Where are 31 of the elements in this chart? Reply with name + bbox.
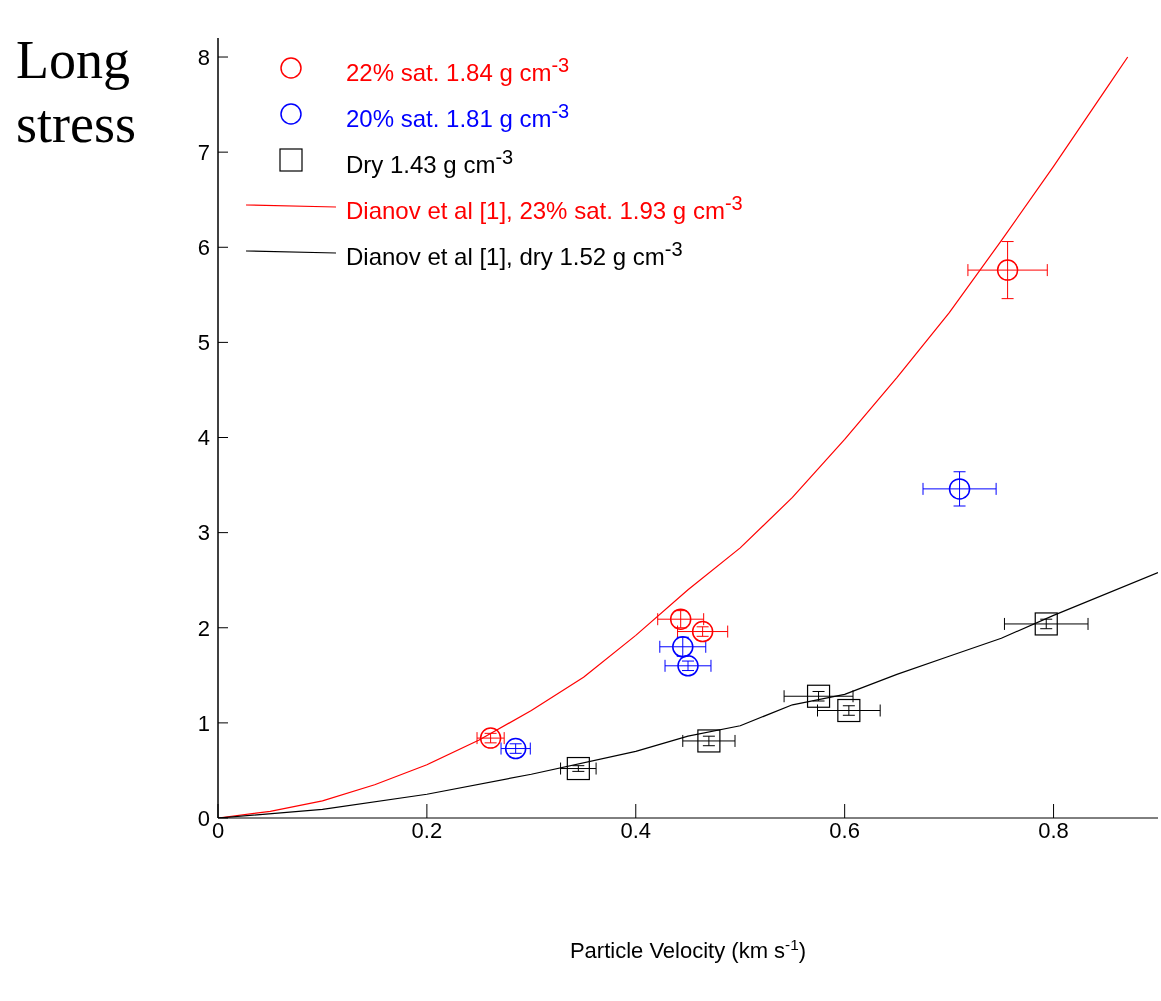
y-tick-label: 7: [197, 139, 210, 165]
point: [691, 620, 714, 643]
y-tick-label: 6: [197, 235, 210, 261]
point: [669, 608, 692, 630]
y-tick-label: 2: [197, 615, 210, 641]
point: [479, 727, 502, 749]
point: [806, 684, 831, 708]
y-tick-label: 8: [197, 44, 210, 70]
y-tick-label: 5: [197, 330, 210, 356]
point: [837, 698, 861, 723]
point: [697, 729, 721, 753]
point: [948, 478, 971, 500]
legend-label: Dianov et al [1], dry 1.52 g cm$^{-3}$: [346, 237, 683, 271]
x-tick-label: 0.2: [411, 817, 443, 843]
y-tick-label: 1: [197, 710, 210, 736]
y-tick-label: 4: [197, 425, 210, 451]
legend-label: 22% sat. 1.84 g cm$^{-3}$: [346, 53, 570, 87]
x-tick-label: 0.8: [1038, 817, 1069, 843]
legend-label: 20% sat. 1.81 g cm$^{-3}$: [346, 99, 570, 133]
legend-label: Dry 1.43 g cm$^{-3}$: [346, 145, 514, 179]
x-axis-title: Particle Velocity (km s$^{-1}$): [569, 935, 807, 963]
y-axis-title: Long stress: [16, 29, 137, 156]
point: [566, 756, 590, 781]
point: [996, 259, 1019, 281]
legend-label: Dianov et al [1], 23% sat. 1.93 g cm$^{-3}$: [346, 191, 743, 225]
point: [677, 655, 699, 677]
y-tick-label: 3: [197, 520, 210, 546]
x-tick-label: 0.6: [829, 817, 860, 843]
x-tick-label: 0.4: [620, 817, 652, 843]
point: [1034, 612, 1058, 636]
point: [504, 737, 527, 760]
